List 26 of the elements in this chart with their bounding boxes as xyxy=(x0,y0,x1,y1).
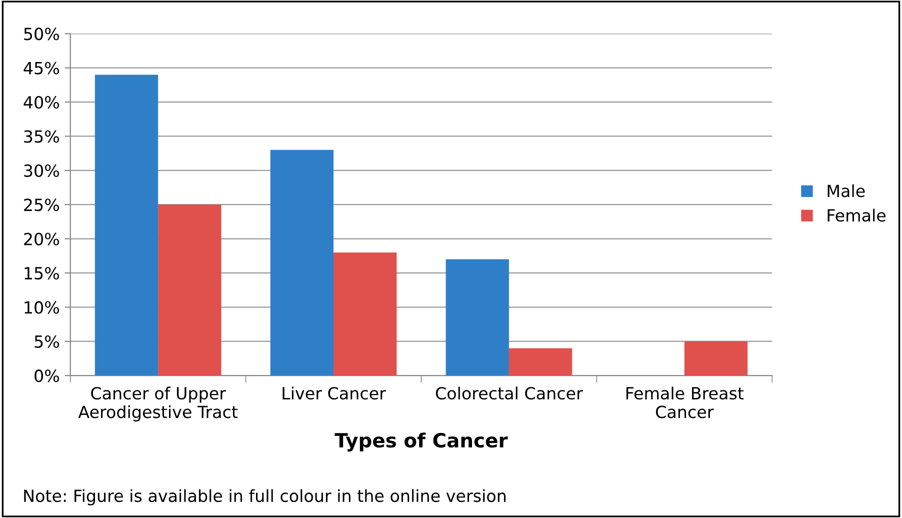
y-tick-label: 40% xyxy=(24,96,60,109)
y-tick-label: 20% xyxy=(24,232,60,246)
y-tick-label: 30% xyxy=(24,164,60,177)
x-tick-label: Liver Cancer xyxy=(282,386,386,400)
y-tick-label: 10% xyxy=(24,301,60,314)
bar xyxy=(94,74,158,376)
bar xyxy=(684,341,748,376)
y-tick-label: 45% xyxy=(24,62,60,74)
y-tick-label: 5% xyxy=(34,335,60,348)
bar xyxy=(270,150,334,376)
y-tick-label: 0% xyxy=(34,370,60,382)
legend-label: Male xyxy=(828,184,865,198)
x-axis-title: Types of Cancer xyxy=(334,432,508,452)
y-tick-label: 25% xyxy=(24,198,60,212)
x-tick-label: Female Breast Cancer xyxy=(626,386,744,418)
bar xyxy=(446,259,509,376)
y-tick-label: 50% xyxy=(24,28,60,40)
bar xyxy=(508,348,572,376)
legend-label: Female xyxy=(828,208,886,222)
x-tick-label: Colorectal Cancer xyxy=(436,386,583,400)
text: Note: Figure is available in full colour in the online version xyxy=(24,489,506,506)
y-tick-label: 15% xyxy=(24,266,60,280)
x-tick-label: Cancer of Upper Aerodigestive Tract xyxy=(78,386,238,422)
bar xyxy=(334,252,397,376)
bar xyxy=(158,204,222,376)
y-tick-label: 35% xyxy=(24,130,60,143)
